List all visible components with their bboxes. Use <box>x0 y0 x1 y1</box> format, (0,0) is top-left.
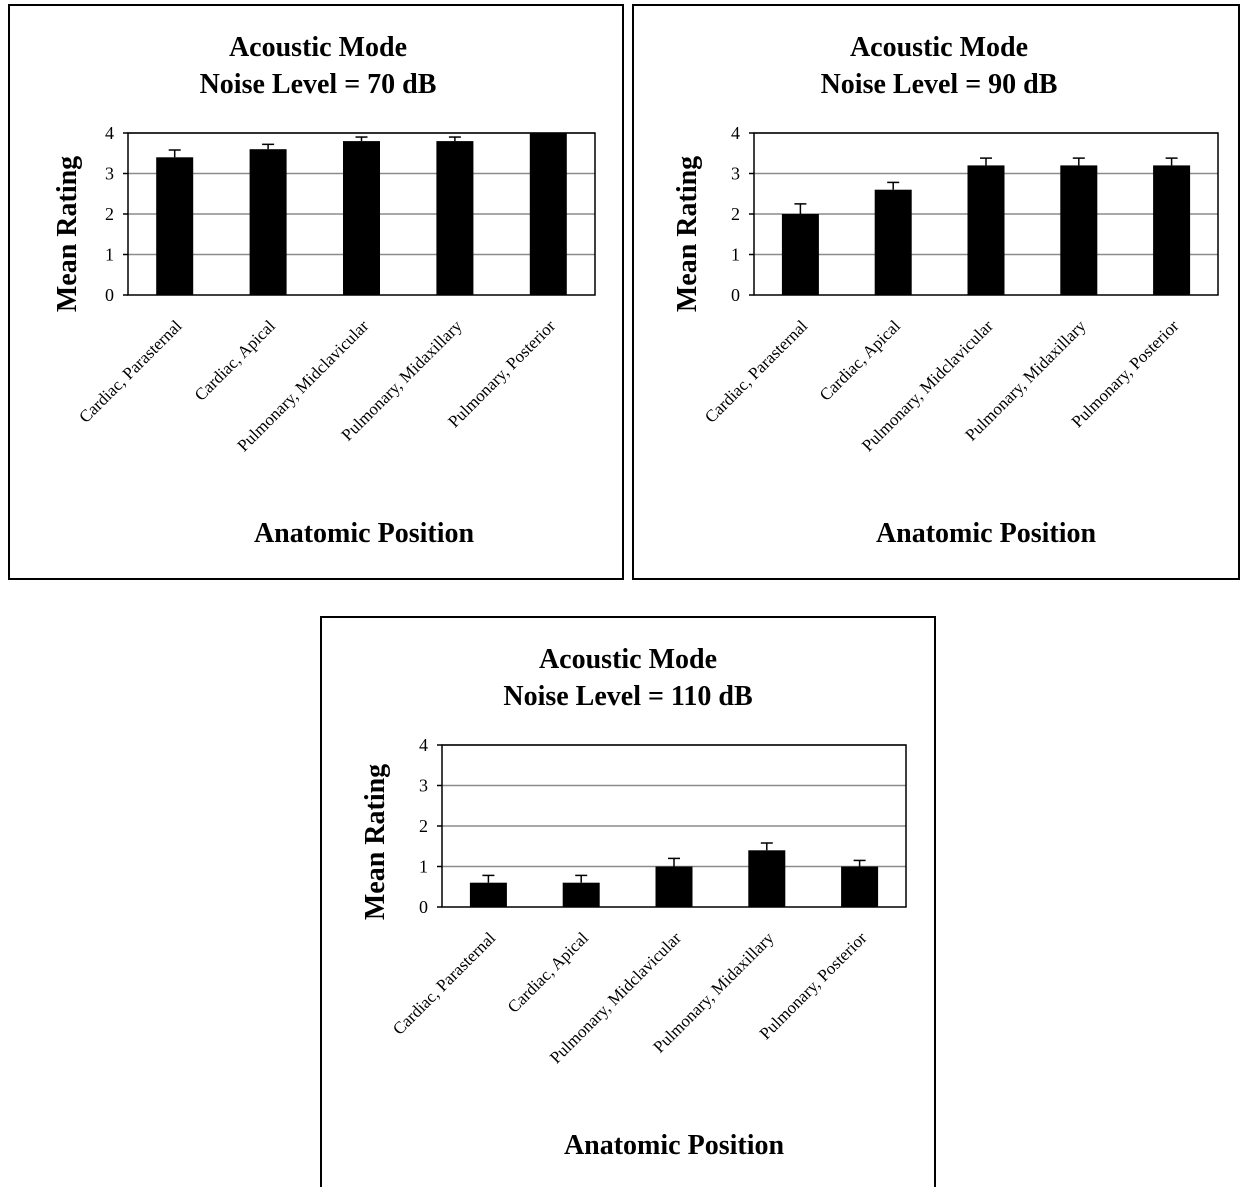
x-axis-label: Anatomic Position <box>564 1130 785 1161</box>
x-tick-label: Cardiac, Apical <box>504 928 592 1016</box>
y-tick-label: 1 <box>731 245 740 265</box>
bar <box>1153 165 1191 295</box>
y-tick-label: 4 <box>419 735 428 755</box>
chart-panel-70db: Acoustic Mode Noise Level = 70 dB Mean R… <box>8 4 624 580</box>
bar <box>781 214 819 295</box>
bar <box>436 141 474 295</box>
y-tick-label: 0 <box>105 285 114 305</box>
bar <box>841 866 879 907</box>
x-axis-label: Anatomic Position <box>254 518 475 549</box>
plot-frame <box>441 744 907 908</box>
y-tick-label: 0 <box>731 285 740 305</box>
bar <box>1060 165 1098 295</box>
y-tick-label: 4 <box>105 123 114 143</box>
chart-panel-110db: Acoustic Mode Noise Level = 110 dB Mean … <box>320 616 936 1187</box>
chart-title-line1: Acoustic Mode <box>539 644 717 675</box>
bar <box>655 866 693 907</box>
x-tick-label: Cardiac, Parasternal <box>389 928 499 1038</box>
chart-panel-90db: Acoustic Mode Noise Level = 90 dB Mean R… <box>632 4 1240 580</box>
x-tick-label: Cardiac, Apical <box>191 316 279 404</box>
y-tick-label: 3 <box>731 164 740 184</box>
bar <box>562 882 600 907</box>
y-axis-label: Mean Rating <box>672 156 703 312</box>
bar <box>343 141 380 295</box>
bar <box>748 850 786 907</box>
y-tick-label: 2 <box>105 204 114 224</box>
x-tick-label: Cardiac, Parasternal <box>75 316 185 426</box>
bar <box>249 149 287 295</box>
y-tick-label: 3 <box>419 776 428 796</box>
bar <box>874 189 912 295</box>
y-tick-label: 3 <box>105 164 114 184</box>
chart-title-line1: Acoustic Mode <box>850 32 1028 63</box>
x-tick-label: Cardiac, Parasternal <box>701 316 811 426</box>
y-tick-label: 1 <box>105 245 114 265</box>
bar <box>529 133 567 295</box>
plot-area: 0 1 2 3 4 Cardiac, Parasternal Cardiac, Apical… <box>701 123 1219 455</box>
chart-svg: Acoustic Mode Noise Level = 110 dB Mean … <box>360 644 907 1161</box>
bar <box>967 165 1005 295</box>
plot-frame <box>127 132 596 296</box>
chart-svg: Acoustic Mode Noise Level = 70 dB Mean R… <box>52 32 596 549</box>
y-tick-label: 1 <box>419 857 428 877</box>
y-tick-label: 0 <box>419 897 428 917</box>
x-tick-label: Cardiac, Apical <box>816 316 904 404</box>
plot-frame <box>753 132 1219 296</box>
chart-title-line2: Noise Level = 110 dB <box>503 681 752 712</box>
chart-title-line2: Noise Level = 70 dB <box>200 69 437 100</box>
chart-svg: Acoustic Mode Noise Level = 90 dB Mean R… <box>672 32 1219 549</box>
y-tick-label: 2 <box>419 816 428 836</box>
chart-title-line2: Noise Level = 90 dB <box>821 69 1058 100</box>
y-axis-label: Mean Rating <box>52 156 83 312</box>
y-tick-label: 2 <box>731 204 740 224</box>
chart-title-line1: Acoustic Mode <box>229 32 407 63</box>
bar <box>156 157 194 295</box>
plot-area: 0 1 2 3 4 Cardiac, Parasternal Cardiac, Apical… <box>389 735 907 1067</box>
x-axis-label: Anatomic Position <box>876 518 1097 549</box>
y-tick-label: 4 <box>731 123 740 143</box>
plot-area: 0 1 2 3 4 Cardiac, Parasternal Cardiac, Apical… <box>75 123 596 455</box>
y-axis-label: Mean Rating <box>360 764 391 920</box>
bar <box>469 882 507 907</box>
